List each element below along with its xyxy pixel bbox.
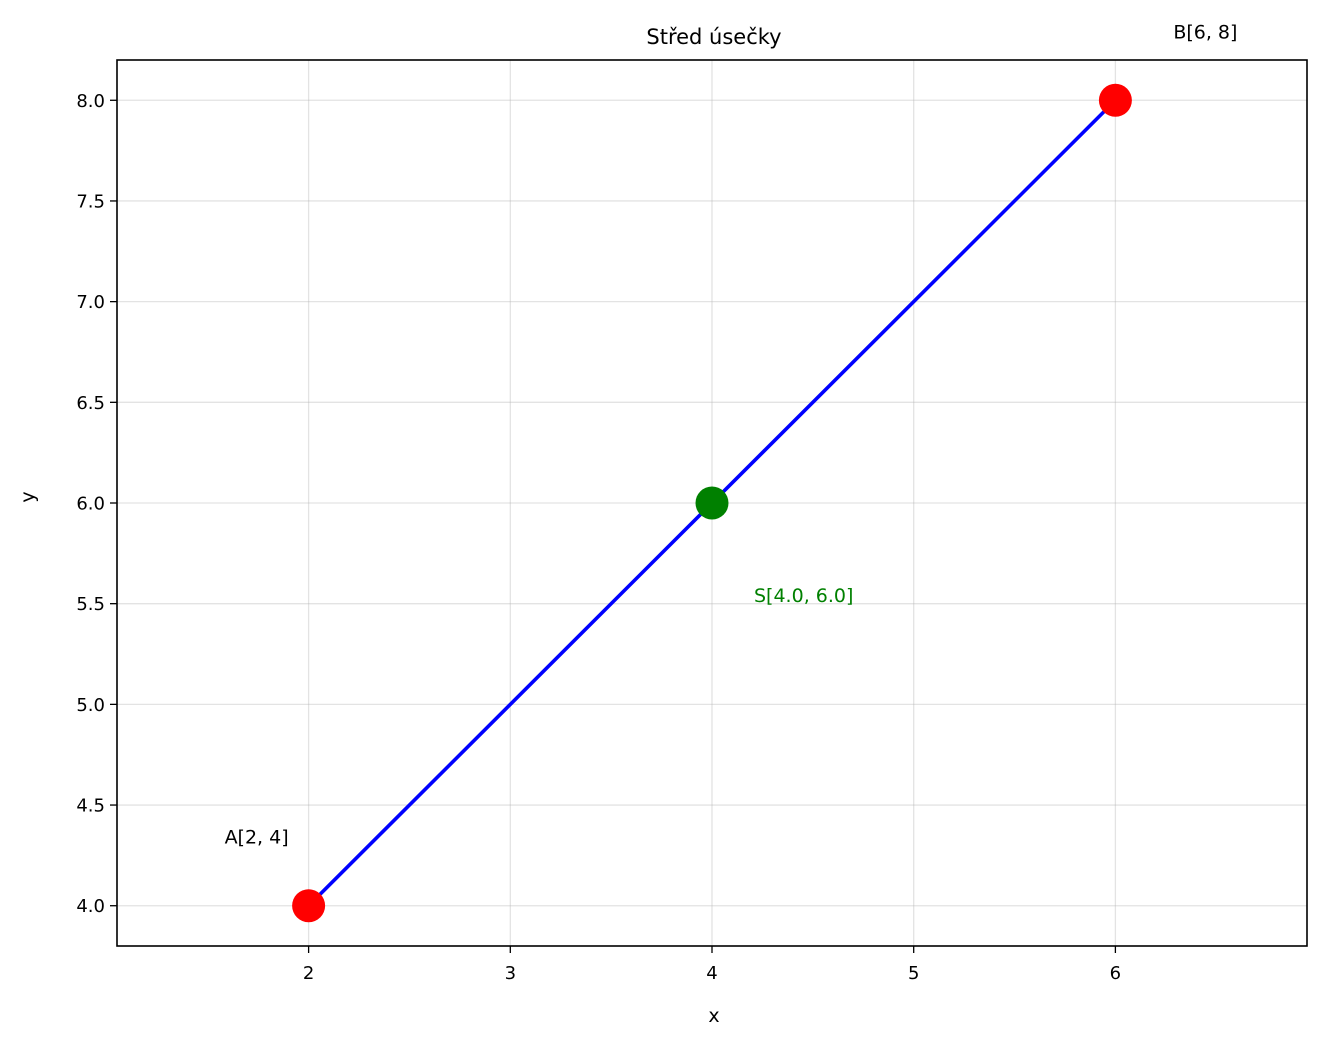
x-tick-label: 6	[1110, 963, 1121, 984]
y-tick-label: 5.0	[76, 695, 105, 716]
x-tick-label: 5	[908, 963, 919, 984]
y-tick-label: 7.0	[76, 292, 105, 313]
y-axis-label: y	[17, 491, 39, 502]
x-tick-label: 3	[505, 963, 516, 984]
x-axis-label: x	[708, 1005, 719, 1027]
y-tick-label: 8.0	[76, 91, 105, 112]
y-tick-label: 6.5	[76, 393, 105, 414]
x-tick-label: 4	[706, 963, 717, 984]
data-layer	[292, 83, 1132, 923]
annotations: A[2, 4] B[6, 8] S[4.0, 6.0]	[225, 21, 1238, 848]
point-b-label: B[6, 8]	[1173, 21, 1237, 43]
chart-title: Střed úsečky	[646, 25, 781, 49]
point-a-label: A[2, 4]	[225, 827, 289, 849]
y-tick-label: 5.5	[76, 594, 105, 615]
x-tick-label: 2	[303, 963, 314, 984]
y-tick-label: 6.0	[76, 494, 105, 515]
point-a-marker	[292, 889, 326, 923]
midpoint-s-label: S[4.0, 6.0]	[754, 585, 853, 607]
y-tick-label: 7.5	[76, 191, 105, 212]
ticks: 2 3 4 5 6 4.0 4.5 5.0 5.5 6.0 6.5 7.0 7.5 8.0	[76, 91, 1121, 984]
y-tick-label: 4.5	[76, 796, 105, 817]
point-b-marker	[1098, 83, 1132, 117]
y-tick-label: 4.0	[76, 896, 105, 917]
midpoint-s-marker	[695, 486, 729, 520]
